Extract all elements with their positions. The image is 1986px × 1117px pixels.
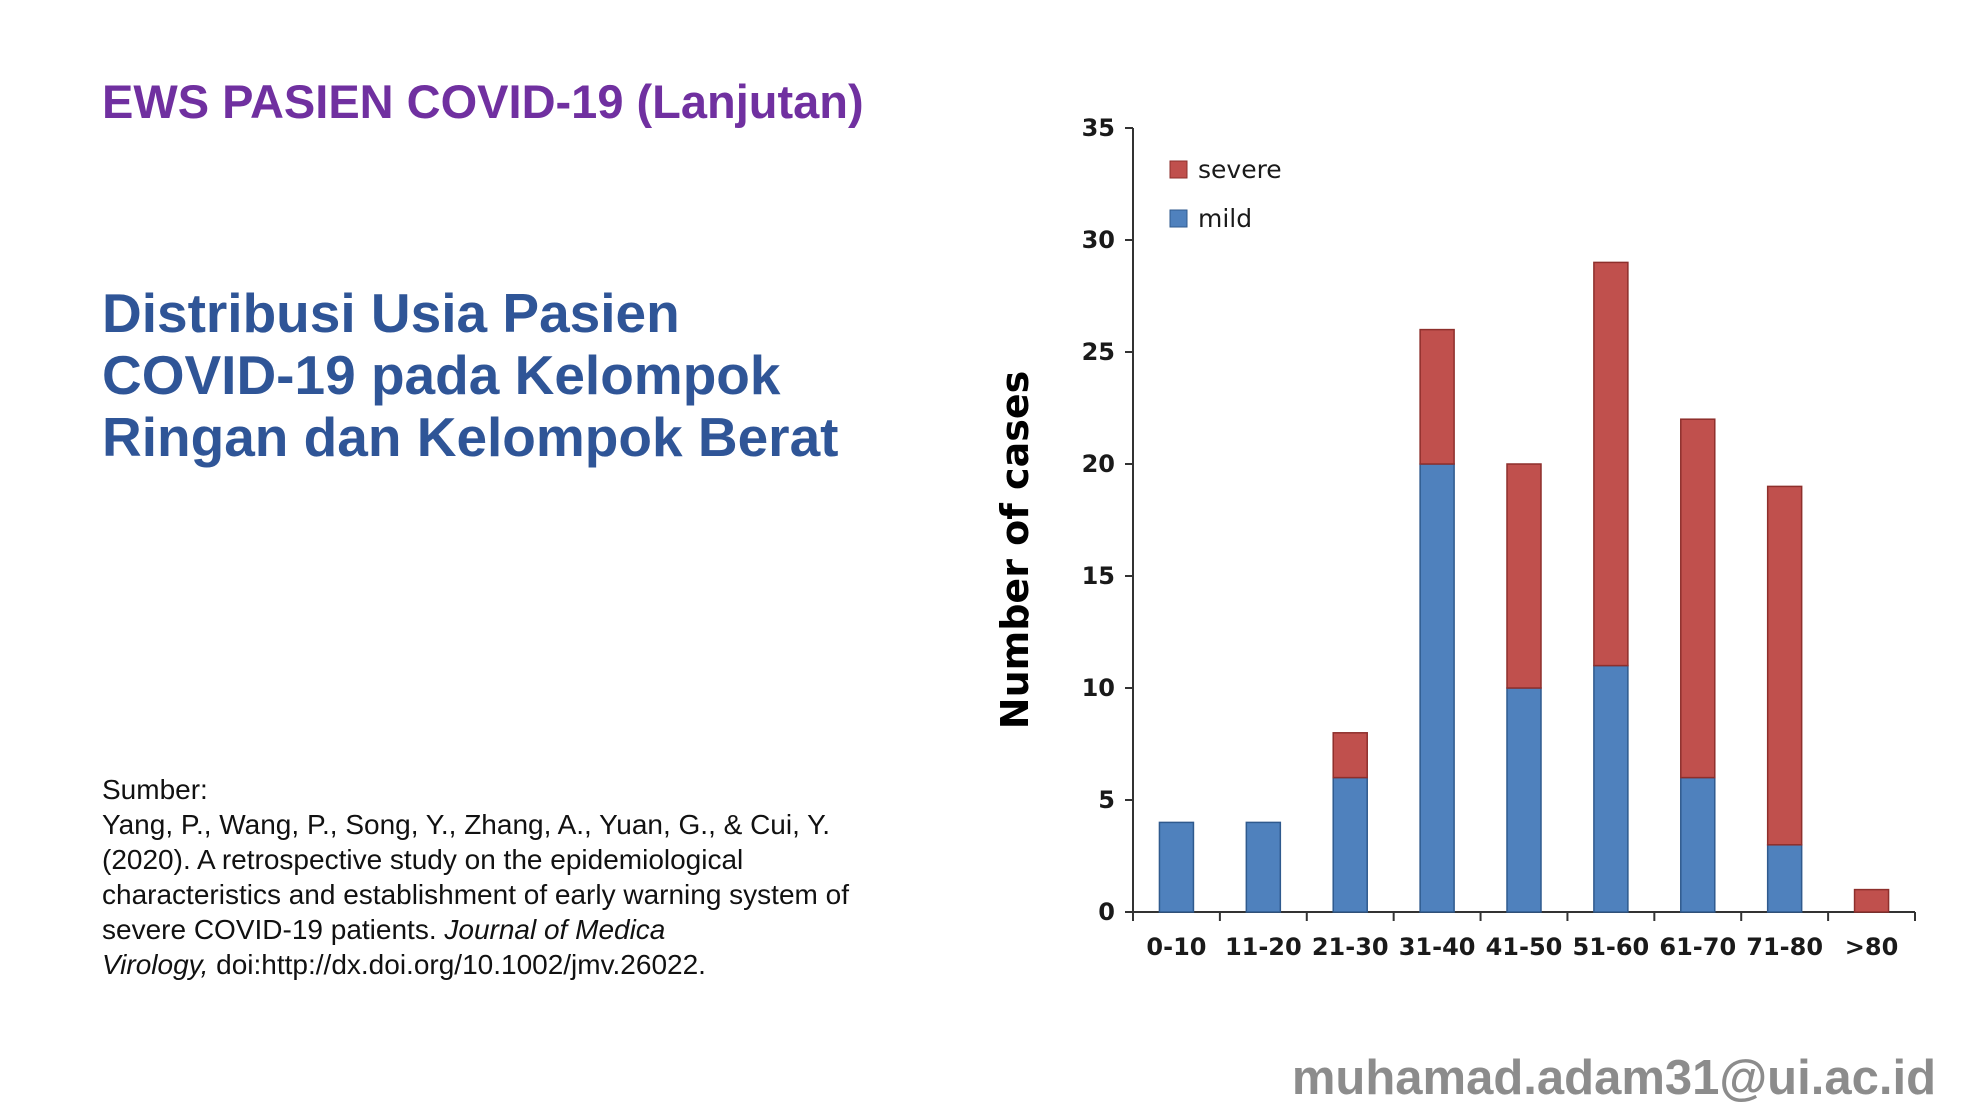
- bar-mild: [1245, 821, 1282, 913]
- bar-severe: [1680, 418, 1716, 779]
- title-line-1: Distribusi Usia Pasien: [102, 282, 680, 344]
- bar-mild: [1506, 687, 1542, 913]
- bar-mild: [1593, 664, 1629, 913]
- y-tick-label: 20: [1082, 450, 1115, 478]
- bar-severe: [1506, 463, 1542, 689]
- source-line-4: severe COVID-19 patients. Journal of Med…: [102, 912, 922, 947]
- bar-mild: [1419, 463, 1455, 913]
- bar-severe: [1593, 261, 1629, 667]
- source-label: Sumber:: [102, 774, 208, 805]
- source-line-2: (2020). A retrospective study on the epi…: [102, 844, 744, 875]
- legend-swatch-severe: [1169, 160, 1188, 179]
- bar-mild: [1680, 776, 1716, 913]
- legend-swatch-mild: [1169, 209, 1188, 228]
- footer-email: muhamad.adam31@ui.ac.id: [1291, 1051, 1936, 1105]
- source-line-3: characteristics and establishment of ear…: [102, 879, 849, 910]
- y-tick-label: 5: [1098, 786, 1115, 814]
- x-category-label: 0-10: [1146, 933, 1206, 961]
- bar-mild: [1158, 821, 1195, 913]
- slide-title: Distribusi Usia Pasien COVID-19 pada Kel…: [102, 282, 962, 468]
- x-category-label: 31-40: [1399, 933, 1476, 961]
- source-citation: Sumber: Yang, P., Wang, P., Song, Y., Zh…: [102, 772, 922, 982]
- source-line-1: Yang, P., Wang, P., Song, Y., Zhang, A.,…: [102, 809, 830, 840]
- x-category-label: 71-80: [1746, 933, 1823, 961]
- legend-label-severe: severe: [1198, 155, 1282, 184]
- x-category-label: 21-30: [1312, 933, 1389, 961]
- bar-severe: [1766, 485, 1803, 846]
- bar-severe: [1853, 888, 1890, 913]
- bar-severe: [1419, 328, 1455, 465]
- title-line-2: COVID-19 pada Kelompok: [102, 344, 781, 406]
- source-line-4-text: severe COVID-19 patients.: [102, 914, 445, 945]
- y-tick-label: 15: [1082, 562, 1115, 590]
- legend-label-mild: mild: [1198, 204, 1252, 233]
- title-line-3: Ringan dan Kelompok Berat: [102, 406, 839, 468]
- bar-mild: [1766, 844, 1803, 913]
- x-category-label: 61-70: [1659, 933, 1736, 961]
- x-category-label: >80: [1845, 933, 1899, 961]
- x-category-label: 41-50: [1486, 933, 1563, 961]
- y-tick-label: 35: [1082, 114, 1115, 142]
- y-tick-label: 0: [1098, 898, 1115, 926]
- age-distribution-chart: 0 5 10 15 20 25 30 35 0-10 11-20 21-30 31-40 41-50 51…: [993, 114, 1916, 961]
- journal-name: Journal of Medica: [444, 914, 666, 945]
- bar-mild: [1332, 776, 1368, 913]
- chart-root: 0 5 10 15 20 25 30 35 0-10 11-20 21-30 31-40 41-50 51…: [993, 114, 1916, 961]
- y-tick-label: 10: [1082, 674, 1115, 702]
- slide-header: EWS PASIEN COVID-19 (Lanjutan): [102, 75, 864, 128]
- x-category-label: 51-60: [1573, 933, 1650, 961]
- y-tick-label: 30: [1082, 226, 1115, 254]
- source-line-5: Virology, doi:http://dx.doi.org/10.1002/…: [102, 947, 922, 982]
- journal-name-cont: Virology,: [102, 949, 209, 980]
- doi-text: doi:http://dx.doi.org/10.1002/jmv.26022.: [208, 949, 706, 980]
- y-axis-title: Number of cases: [993, 371, 1037, 729]
- x-category-label: 11-20: [1225, 933, 1302, 961]
- y-tick-label: 25: [1082, 338, 1115, 366]
- bar-severe: [1332, 732, 1368, 779]
